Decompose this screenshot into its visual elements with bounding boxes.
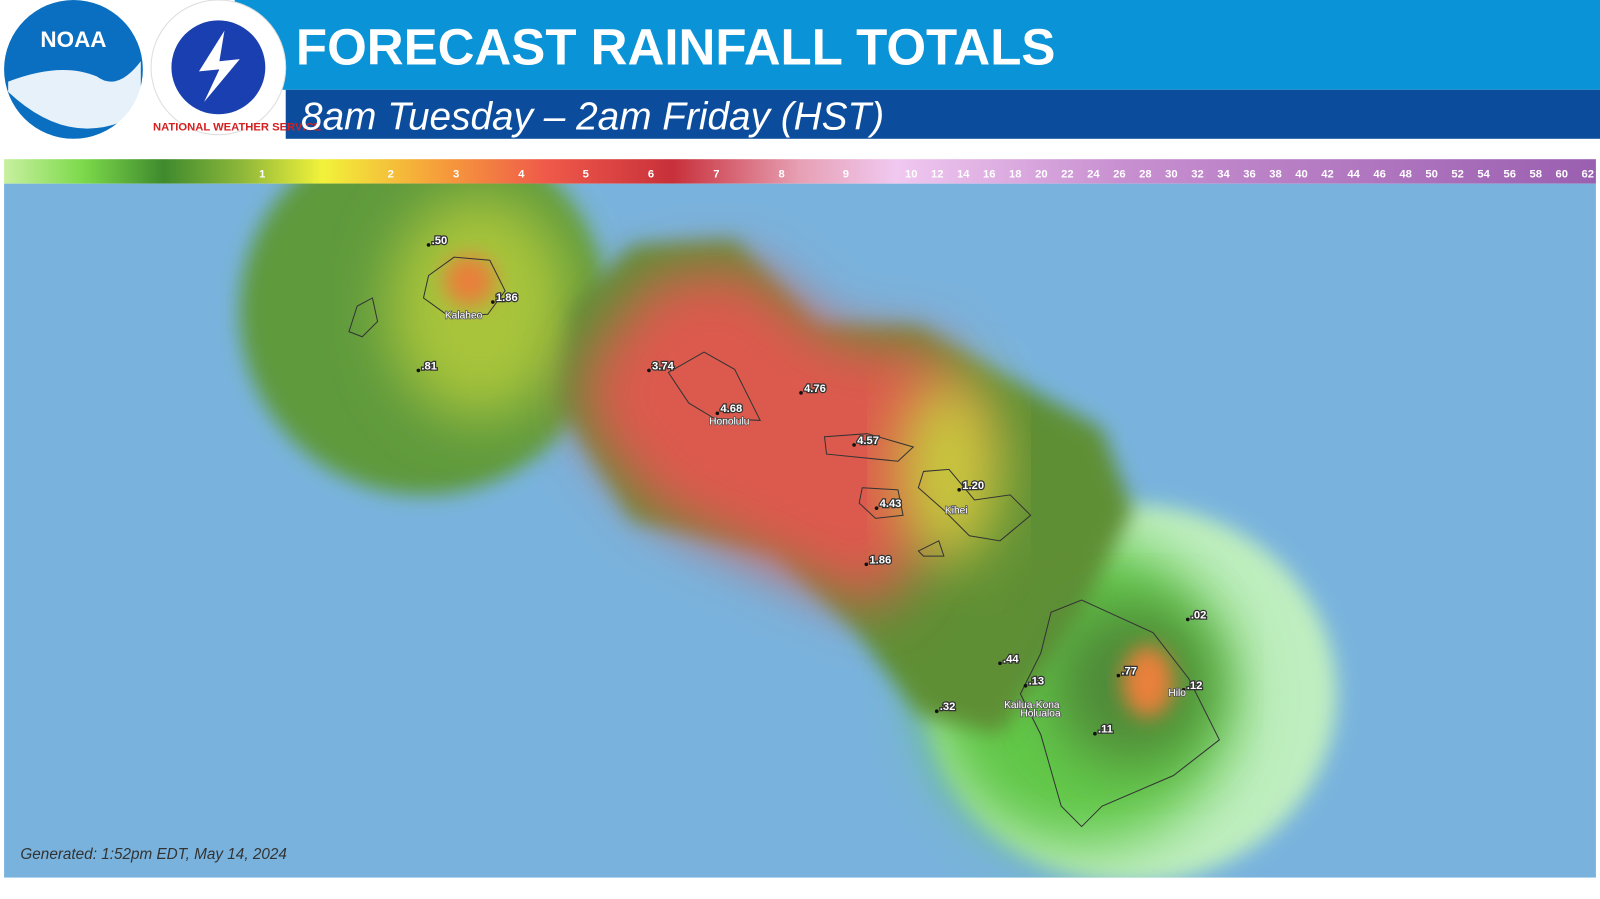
point-value: .50 bbox=[432, 235, 448, 247]
legend-label: 22 bbox=[1061, 169, 1073, 181]
legend-label: 8 bbox=[779, 169, 785, 181]
islands bbox=[348, 256, 1221, 828]
point-dot bbox=[426, 243, 431, 247]
point-value: 4.57 bbox=[857, 435, 879, 447]
point-value: .32 bbox=[940, 701, 956, 713]
place-name: Honolulu bbox=[709, 416, 749, 427]
point-dot bbox=[715, 411, 720, 416]
rain-field bbox=[239, 183, 1337, 878]
point-value: 3.74 bbox=[652, 360, 675, 372]
place-name: Kalaheo bbox=[445, 310, 483, 321]
title: FORECAST RAINFALL TOTALS bbox=[296, 18, 1056, 75]
legend-label: 6 bbox=[648, 169, 654, 181]
legend-label: 34 bbox=[1217, 169, 1230, 181]
point-dot bbox=[1093, 731, 1097, 736]
legend-label: 28 bbox=[1139, 169, 1151, 181]
legend-label: 62 bbox=[1582, 169, 1594, 181]
legend-label: 5 bbox=[583, 169, 589, 181]
legend-label: 3 bbox=[453, 169, 459, 181]
subtitle: 8am Tuesday – 2am Friday (HST) bbox=[301, 96, 884, 139]
legend-label: 16 bbox=[983, 169, 995, 181]
legend-label: 56 bbox=[1503, 169, 1515, 181]
legend-label: 9 bbox=[843, 169, 849, 181]
legend-label: 32 bbox=[1191, 169, 1203, 181]
legend-label: 4 bbox=[518, 169, 525, 181]
legend-label: 46 bbox=[1373, 169, 1385, 181]
point-value: .77 bbox=[1121, 666, 1137, 678]
legend-label: 26 bbox=[1113, 169, 1125, 181]
point-value: 1.86 bbox=[869, 554, 891, 566]
point-dot bbox=[998, 661, 1002, 666]
point-value: 4.76 bbox=[804, 383, 826, 395]
point-value: .13 bbox=[1029, 676, 1045, 688]
legend-label: 18 bbox=[1009, 169, 1021, 181]
point-value: 1.20 bbox=[962, 480, 984, 492]
legend-label: 2 bbox=[388, 169, 394, 181]
point-value: 1.86 bbox=[496, 292, 518, 304]
legend-label: 36 bbox=[1243, 169, 1255, 181]
point-dot bbox=[647, 368, 651, 373]
legend-label: 58 bbox=[1529, 169, 1541, 181]
point-dot bbox=[416, 368, 421, 373]
legend-label: 38 bbox=[1269, 169, 1281, 181]
place-name: Holualoa bbox=[1020, 708, 1061, 719]
legend-label: 40 bbox=[1295, 169, 1307, 181]
legend-label: 48 bbox=[1399, 169, 1411, 181]
point-value: .44 bbox=[1003, 653, 1019, 665]
legend-label: 52 bbox=[1451, 169, 1463, 181]
title-band bbox=[234, 0, 1600, 90]
nws-text: NATIONAL WEATHER SERVICE bbox=[153, 122, 322, 134]
point-dot bbox=[874, 506, 879, 511]
point-value: .81 bbox=[421, 360, 437, 372]
point-dot bbox=[864, 562, 869, 567]
point-dot bbox=[799, 391, 803, 395]
legend-label: 60 bbox=[1555, 169, 1567, 181]
legend-label: 42 bbox=[1321, 169, 1333, 181]
legend-label: 1 bbox=[259, 169, 265, 181]
point-dot bbox=[1023, 683, 1028, 688]
noaa-wave bbox=[8, 61, 141, 129]
point-dot bbox=[1181, 687, 1186, 692]
point-dot bbox=[1185, 617, 1190, 622]
legend-label: 12 bbox=[931, 169, 943, 181]
point-dot bbox=[934, 709, 939, 714]
nws-bolt bbox=[198, 30, 240, 103]
generated-note: Generated: 1:52pm EDT, May 14, 2024 bbox=[20, 846, 286, 863]
point-dot bbox=[957, 487, 962, 492]
point-dot bbox=[491, 300, 495, 304]
legend-label: 10 bbox=[905, 169, 917, 181]
legend-label: 54 bbox=[1477, 169, 1490, 181]
place-name: Kihei bbox=[945, 505, 968, 516]
legend-label: 24 bbox=[1087, 169, 1100, 181]
legend-label: 20 bbox=[1035, 169, 1047, 181]
point-value: .11 bbox=[1098, 724, 1113, 736]
legend-label: 44 bbox=[1347, 169, 1360, 181]
point-dot bbox=[852, 443, 856, 447]
legend-label: 14 bbox=[957, 169, 970, 181]
legend-bar bbox=[4, 159, 1596, 184]
point-value: 4.68 bbox=[720, 403, 742, 415]
point-value: 4.43 bbox=[880, 498, 902, 510]
subtitle-band bbox=[285, 89, 1600, 139]
legend-label: 30 bbox=[1165, 169, 1177, 181]
place-name: Kailua-Kona bbox=[1004, 700, 1060, 711]
point-value: .02 bbox=[1191, 609, 1207, 621]
place-name: Hilo bbox=[1168, 688, 1186, 699]
point-dot bbox=[1116, 673, 1121, 678]
point-value: .12 bbox=[1187, 680, 1203, 692]
noaa-text: NOAA bbox=[40, 27, 106, 52]
legend-label: 50 bbox=[1425, 169, 1437, 181]
legend-label: 7 bbox=[713, 169, 719, 181]
